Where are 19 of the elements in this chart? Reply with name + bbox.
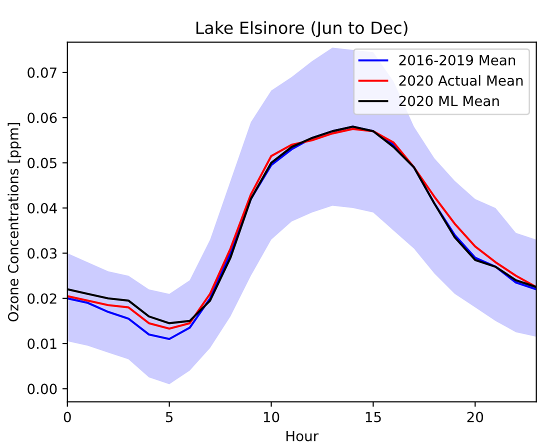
chart-title: Lake Elsinore (Jun to Dec) (196, 21, 408, 38)
y-tick-label: 0.07 (28, 67, 56, 78)
y-axis-title: Ozone Concentrations [ppm] (8, 123, 22, 322)
y-tick-label: 0.00 (28, 384, 57, 394)
legend-label: 2020 Actual Mean (399, 75, 523, 86)
x-axis-title: Hour (286, 430, 319, 442)
legend-label: 2020 ML Mean (399, 96, 499, 106)
y-tick-label: 0.06 (28, 112, 57, 124)
legend-label: 2016-2019 Mean (399, 54, 516, 66)
y-tick-label: 0.04 (28, 202, 57, 214)
x-tick-label: 10 (264, 412, 280, 422)
x-tick-label: 5 (166, 412, 173, 422)
y-tick-label: 0.02 (28, 293, 56, 304)
x-tick-label: 0 (64, 412, 71, 422)
x-tick-label: 20 (467, 412, 484, 422)
x-tick-label: 15 (366, 412, 381, 422)
y-tick-label: 0.03 (28, 248, 57, 259)
y-tick-label: 0.05 (28, 158, 56, 168)
y-tick-label: 0.01 (28, 338, 56, 350)
